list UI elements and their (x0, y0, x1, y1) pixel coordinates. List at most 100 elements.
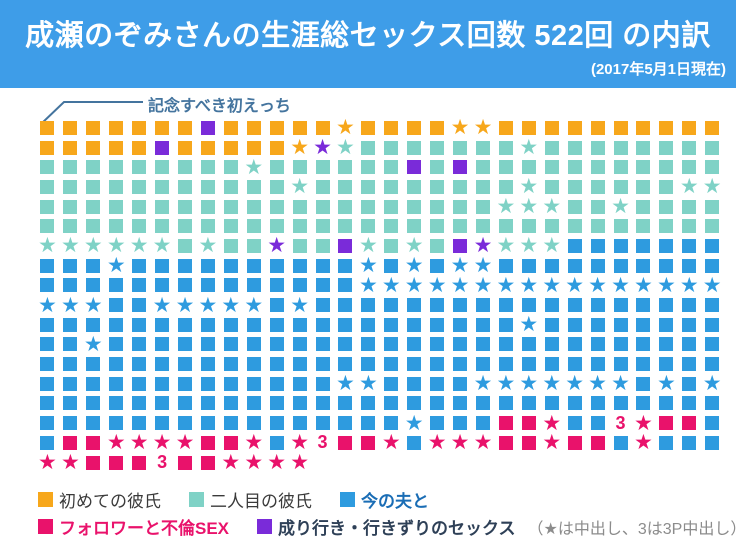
star-icon: ★ (702, 272, 722, 297)
square-icon (40, 258, 55, 273)
square-icon (63, 396, 78, 411)
square-icon (86, 140, 101, 155)
square-icon (384, 238, 399, 253)
page-title: 成瀬のぞみさんの生涯総セックス回数 522回 の内訳 (25, 20, 711, 52)
square-symbol (494, 216, 517, 236)
star-icon: ★ (404, 253, 424, 278)
square-symbol (609, 315, 632, 335)
star-symbol: ★ (403, 235, 426, 256)
square-icon (40, 435, 55, 450)
square-icon (40, 179, 55, 194)
square-symbol (219, 354, 242, 374)
star-symbol: ★ (242, 156, 265, 177)
square-icon (475, 179, 490, 194)
square-icon (200, 396, 215, 411)
square-icon (453, 337, 468, 352)
star-symbol: ★ (105, 432, 128, 453)
threesome-3-symbol: 3 (609, 413, 632, 433)
square-icon (384, 219, 399, 234)
square-icon (155, 120, 170, 135)
star-symbol: ★ (586, 371, 609, 396)
square-icon (613, 357, 628, 372)
square-symbol (334, 315, 357, 335)
square-symbol (265, 315, 288, 335)
square-icon (430, 140, 445, 155)
square-icon (109, 140, 124, 155)
square-symbol (403, 138, 426, 158)
square-symbol (196, 354, 219, 374)
square-symbol (609, 335, 632, 355)
star-icon: ★ (198, 292, 218, 317)
square-icon (177, 160, 192, 175)
square-symbol (357, 138, 380, 158)
square-icon (177, 140, 192, 155)
square-symbol (196, 276, 219, 296)
square-icon (40, 199, 55, 214)
square-symbol (449, 177, 472, 197)
square-symbol (655, 335, 678, 355)
square-symbol (380, 315, 403, 335)
square-symbol (655, 256, 678, 276)
square-symbol (82, 413, 105, 433)
square-icon (498, 317, 513, 332)
square-symbol (59, 315, 82, 335)
square-symbol (196, 118, 219, 138)
square-icon (155, 219, 170, 234)
square-icon (407, 376, 422, 391)
square-symbol (586, 197, 609, 217)
square-symbol (334, 157, 357, 177)
square-icon (659, 219, 674, 234)
square-icon (475, 140, 490, 155)
star-symbol: ★ (540, 432, 563, 453)
star-symbol: ★ (265, 235, 288, 256)
square-icon (315, 396, 330, 411)
square-icon (246, 238, 261, 253)
star-icon: ★ (634, 430, 653, 455)
square-symbol (563, 157, 586, 177)
star-icon: ★ (290, 430, 310, 455)
square-icon (407, 179, 422, 194)
square-symbol (105, 453, 128, 473)
star-icon: ★ (519, 371, 539, 396)
square-icon (246, 396, 261, 411)
star-symbol: ★ (105, 235, 128, 256)
square-icon (590, 357, 605, 372)
square-icon (498, 298, 513, 313)
square-icon (223, 317, 238, 332)
square-icon (40, 416, 55, 431)
square-icon (246, 337, 261, 352)
star-icon: ★ (588, 272, 607, 297)
square-icon (682, 219, 697, 234)
square-symbol (563, 138, 586, 158)
square-symbol (196, 374, 219, 394)
square-symbol (36, 118, 59, 138)
square-icon (86, 416, 101, 431)
star-icon: ★ (290, 135, 310, 160)
grid-row: ★ ★ ★ ★ ★ ★ ★ ★ ★ (36, 292, 726, 317)
star-symbol: ★ (517, 274, 540, 295)
square-symbol (219, 394, 242, 414)
grid-row: ★ ★ ★ ★ ★ ★ ★ ★ ★ ★ ★ ★ ★ ★ (36, 233, 726, 258)
square-symbol (174, 413, 197, 433)
square-icon (292, 317, 307, 332)
square-symbol (105, 354, 128, 374)
square-symbol (151, 118, 174, 138)
square-symbol (403, 157, 426, 177)
square-icon (567, 416, 582, 431)
star-icon: ★ (473, 371, 493, 396)
square-icon (269, 179, 284, 194)
square-icon (315, 120, 330, 135)
star-icon: ★ (381, 272, 401, 297)
square-icon (521, 435, 536, 450)
star-icon: ★ (313, 135, 332, 160)
square-symbol (265, 216, 288, 236)
star-icon: ★ (83, 233, 103, 258)
star-icon: ★ (588, 371, 607, 396)
square-icon (269, 160, 284, 175)
square-icon (705, 317, 720, 332)
star-icon: ★ (38, 292, 57, 317)
square-symbol (540, 138, 563, 158)
star-symbol: ★ (586, 272, 609, 297)
square-symbol (403, 315, 426, 335)
square-symbol (449, 315, 472, 335)
